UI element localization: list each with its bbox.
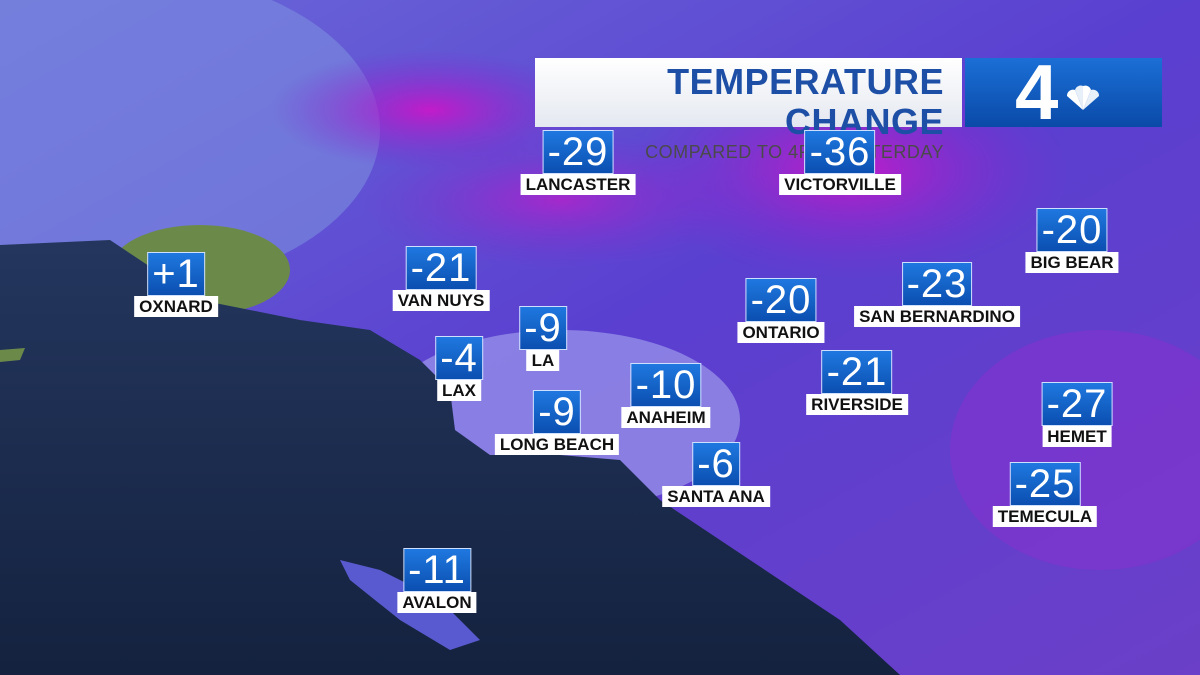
station-marker: -20 ONTARIO (737, 278, 825, 343)
city-name: BIG BEAR (1025, 252, 1119, 273)
temperature-change: -10 (630, 363, 702, 407)
temperature-change: -25 (1009, 462, 1081, 506)
city-name: RIVERSIDE (806, 394, 908, 415)
station-marker: -9 LONG BEACH (494, 390, 620, 455)
temperature-change: -9 (519, 306, 567, 350)
temperature-change: -27 (1041, 382, 1113, 426)
logo-text: 4 (1015, 48, 1059, 136)
temperature-change: -23 (901, 262, 973, 306)
temperature-change: -21 (405, 246, 477, 290)
station-marker: -6 SANTA ANA (662, 442, 770, 507)
city-name: LA (526, 350, 560, 371)
title-panel: TEMPERATURE CHANGE COMPARED TO 4PM YESTE… (535, 58, 962, 162)
temperature-change: -36 (804, 130, 876, 174)
city-name: SAN BERNARDINO (854, 306, 1020, 327)
station-marker: -21 VAN NUYS (392, 246, 490, 311)
city-name: AVALON (397, 592, 477, 613)
station-marker: -21 RIVERSIDE (806, 350, 908, 415)
city-name: ONTARIO (737, 322, 825, 343)
station-marker: -27 HEMET (1041, 382, 1113, 447)
station-marker: -29 LANCASTER (520, 130, 636, 195)
city-name: OXNARD (134, 296, 218, 317)
temperature-change: -4 (435, 336, 483, 380)
city-name: TEMECULA (992, 506, 1098, 527)
city-name: VICTORVILLE (779, 174, 901, 195)
city-name: LANCASTER (520, 174, 636, 195)
station-marker: -23 SAN BERNARDINO (854, 262, 1020, 327)
city-name: LAX (436, 380, 481, 401)
temperature-change: -20 (1036, 208, 1108, 252)
temperature-change: -11 (403, 548, 471, 592)
station-marker: -36 VICTORVILLE (779, 130, 901, 195)
station-marker: -10 ANAHEIM (621, 363, 711, 428)
station-marker: -9 LA (519, 306, 567, 371)
station-logo: 4 (965, 52, 1162, 132)
station-marker: -4 LAX (435, 336, 483, 401)
station-marker: -25 TEMECULA (992, 462, 1098, 527)
city-name: HEMET (1042, 426, 1112, 447)
city-name: ANAHEIM (621, 407, 711, 428)
temperature-change: -29 (542, 130, 614, 174)
temperature-change: +1 (147, 252, 205, 296)
temperature-change: -9 (533, 390, 581, 434)
temperature-change: -20 (745, 278, 817, 322)
station-marker: -20 BIG BEAR (1025, 208, 1119, 273)
city-name: LONG BEACH (494, 434, 620, 455)
city-name: SANTA ANA (662, 486, 770, 507)
peacock-icon (1066, 85, 1100, 110)
temperature-change: -6 (692, 442, 740, 486)
title: TEMPERATURE CHANGE (667, 61, 944, 142)
station-marker: +1 OXNARD (134, 252, 218, 317)
city-name: VAN NUYS (392, 290, 490, 311)
temperature-change: -21 (821, 350, 893, 394)
station-marker: -11 AVALON (397, 548, 477, 613)
